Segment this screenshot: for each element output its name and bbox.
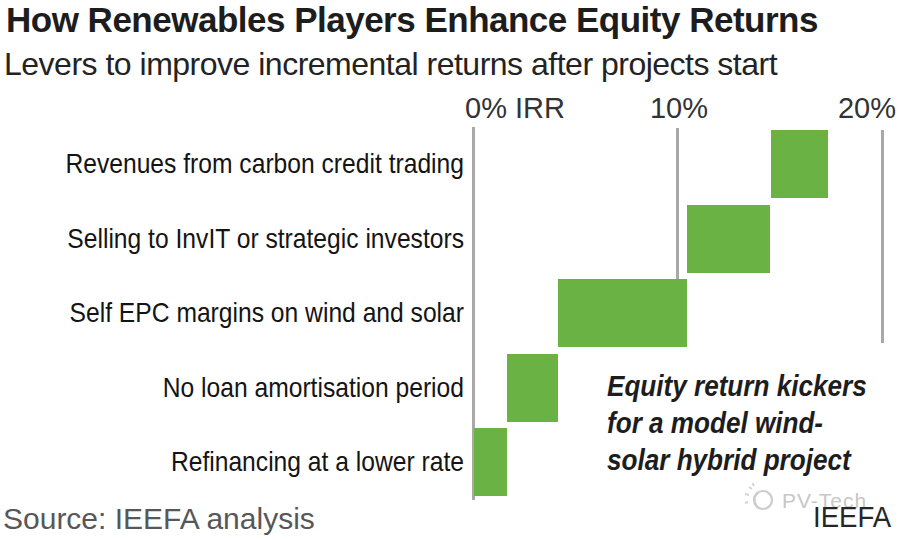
x-axis-tick-0pct: 0% IRR [465, 92, 565, 125]
x-axis-tick-20pct: 20% [838, 92, 896, 125]
category-label-3: Self EPC margins on wind and solar [56, 295, 464, 331]
pv-tech-logo-icon [744, 483, 778, 515]
annotation-line-2: for a model wind- [607, 405, 867, 442]
category-label-4: No loan amortisation period [56, 370, 464, 406]
category-label-1: Revenues from carbon credit trading [56, 146, 464, 182]
x-axis-tick-10pct: 10% [650, 92, 708, 125]
waterfall-bar-2 [687, 205, 771, 273]
category-label-5: Refinancing at a lower rate [56, 444, 464, 480]
source-text: Source: IEEFA analysis [3, 502, 315, 536]
category-label-2: Selling to InvIT or strategic investors [56, 221, 464, 257]
waterfall-bar-5 [474, 428, 507, 496]
ieefa-logo-text: IEEFA [813, 500, 891, 534]
infographic-canvas: How Renewables Players Enhance Equity Re… [0, 0, 900, 540]
waterfall-bar-1 [771, 130, 828, 198]
annotation-line-1: Equity return kickers [607, 368, 867, 405]
chart-annotation: Equity return kickers for a model wind- … [607, 368, 867, 479]
page-subtitle: Levers to improve incremental returns af… [4, 46, 777, 83]
gridline-20pct [881, 130, 884, 343]
waterfall-bar-3 [558, 279, 687, 347]
waterfall-bar-4 [507, 354, 558, 422]
page-title: How Renewables Players Enhance Equity Re… [6, 0, 818, 40]
annotation-line-3: solar hybrid project [607, 442, 867, 479]
